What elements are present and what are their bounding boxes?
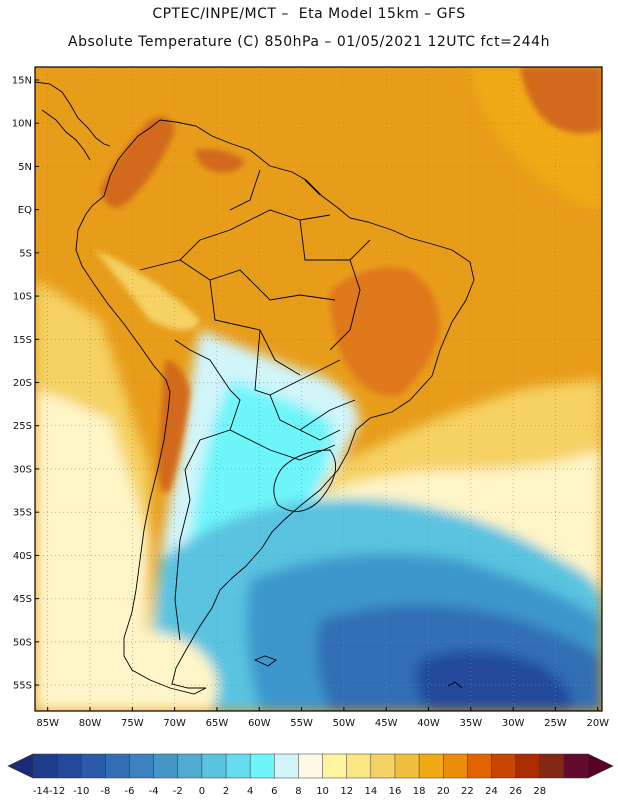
falkland-islands [253, 655, 277, 667]
chart-title-line2: Absolute Temperature (C) 850hPa – 01/05/… [68, 34, 550, 50]
lon-label: 75W [121, 718, 144, 729]
colorbar-label: 10 [316, 786, 329, 797]
zone-darkest-blue [416, 651, 572, 711]
colorbar-swatch [515, 753, 541, 779]
colorbar-swatch [539, 753, 565, 779]
lon-label: 55W [290, 718, 313, 729]
lon-label: 85W [36, 718, 59, 729]
lon-label: 40W [417, 718, 440, 729]
colorbar-swatch [467, 753, 493, 779]
colorbar-swatch [322, 753, 348, 779]
colorbar-arrow-right [587, 753, 614, 779]
lat-label: 10S [13, 292, 32, 303]
temperature-field [35, 67, 602, 711]
chart-title-line1: CPTEC/INPE/MCT – Eta Model 15km – GFS [152, 6, 466, 22]
lon-label: 20W [586, 718, 609, 729]
grid-lines [35, 67, 602, 711]
lat-label: 5N [18, 162, 32, 173]
colorbar-swatch [129, 753, 155, 779]
lon-label: 70W [163, 718, 186, 729]
lat-label: 35S [13, 508, 32, 519]
lon-label: 60W [248, 718, 271, 729]
colorbar-swatch [177, 753, 203, 779]
colorbar-label: 20 [437, 786, 450, 797]
lat-label: 5S [19, 248, 32, 259]
central-america-coastline [35, 81, 111, 161]
colorbar-swatch [274, 753, 299, 779]
lat-label: 15S [13, 335, 32, 346]
lon-label: 25W [544, 718, 567, 729]
lat-label: EQ [18, 205, 32, 216]
colorbar-arrow-left [7, 753, 34, 779]
south-georgia-island [447, 681, 463, 689]
colorbar-swatch [442, 753, 468, 779]
country-borders [139, 169, 371, 641]
colorbar-swatch [201, 753, 227, 779]
colorbar-label: 4 [247, 786, 253, 797]
colorbar-label: -8 [100, 786, 110, 797]
colorbar-label: 12 [340, 786, 353, 797]
zone-cream-pacific [35, 390, 150, 711]
colorbar-label: 18 [413, 786, 426, 797]
colorbar-swatch [153, 753, 179, 779]
lon-label: 65W [206, 718, 229, 729]
colorbar-swatch [105, 753, 131, 779]
colorbar-label: 26 [509, 786, 522, 797]
lat-label: 30S [13, 464, 32, 475]
zone-hot-colombia [100, 116, 175, 208]
colorbar-label: 6 [271, 786, 277, 797]
lon-label: 45W [375, 718, 398, 729]
lat-label: 40S [13, 551, 32, 562]
south-america-coastline [75, 119, 475, 695]
colorbar-swatch [298, 753, 324, 779]
longitude-labels: 85W 80W 75W 70W 65W 60W 55W 50W 45W 40W 35W 30W 25W 2… [36, 707, 609, 729]
colorbar-swatch [81, 753, 106, 779]
colorbar-label: -4 [149, 786, 159, 797]
colorbar [7, 753, 614, 779]
lat-label: 10N [12, 119, 32, 130]
lon-label: 80W [79, 718, 102, 729]
colorbar-label: -10 [73, 786, 89, 797]
zone-hot-northeast-atlantic [520, 67, 602, 134]
lat-label: 45S [13, 594, 32, 605]
lat-label: 20S [13, 378, 32, 389]
colorbar-swatch [32, 753, 58, 779]
colorbar-swatch [394, 753, 420, 779]
lon-label: 30W [502, 718, 525, 729]
colorbar-label: -2 [173, 786, 183, 797]
colorbar-swatch [491, 753, 517, 779]
colorbar-label: -14 [33, 786, 49, 797]
colorbar-swatch [225, 753, 251, 779]
lat-label: 25S [13, 421, 32, 432]
colorbar-swatch [56, 753, 82, 779]
lat-label: 50S [13, 637, 32, 648]
colorbar-swatch [418, 753, 444, 779]
colorbar-labels: -14 -12 -10 -8 -6 -4 -2 0 2 4 6 8 10 12 14 16 18 20 22 24 26… [33, 786, 546, 797]
map-frame [34, 66, 603, 712]
lon-label: 35W [460, 718, 483, 729]
colorbar-swatch [346, 753, 372, 779]
colorbar-label: -6 [125, 786, 135, 797]
zone-warm-peru-coast [95, 250, 200, 330]
latitude-labels: 15N 10N 5N EQ 5S 10S 15S 20S 25S 30S 35S 40S 45S 50S 5… [12, 75, 39, 692]
colorbar-swatch [370, 753, 396, 779]
colorbar-label: 22 [461, 786, 474, 797]
colorbar-label: 16 [389, 786, 402, 797]
coastlines [35, 81, 475, 695]
lon-label: 50W [333, 718, 356, 729]
colorbar-label: 24 [485, 786, 498, 797]
colorbar-label: 0 [199, 786, 205, 797]
zone-cream-patagonia [120, 632, 218, 711]
colorbar-label: 2 [223, 786, 229, 797]
colorbar-label: 14 [364, 786, 377, 797]
colorbar-swatch [249, 753, 275, 779]
colorbar-label: -12 [49, 786, 65, 797]
colorbar-label: 8 [295, 786, 301, 797]
zone-hot-andes-chile [158, 360, 190, 493]
colorbar-swatch [563, 753, 589, 779]
lat-label: 55S [13, 681, 32, 692]
lat-label: 15N [12, 75, 32, 86]
colorbar-label: 28 [533, 786, 546, 797]
